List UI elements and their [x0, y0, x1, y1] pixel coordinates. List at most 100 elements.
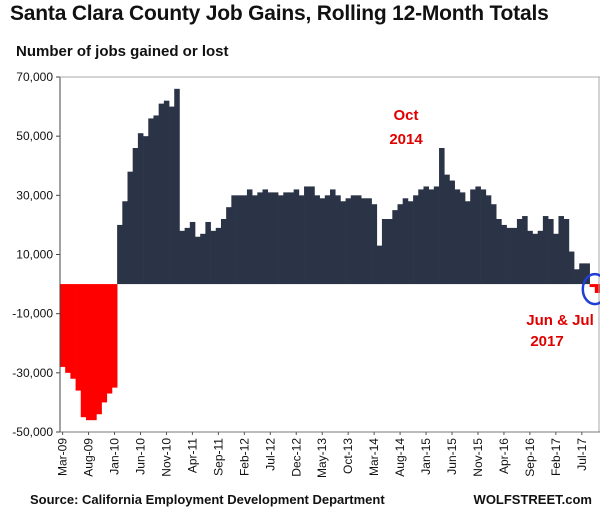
- chart-title: Santa Clara County Job Gains, Rolling 12…: [10, 2, 549, 25]
- bar-positive: [252, 195, 258, 285]
- x-tick-label: Dec-12: [289, 438, 303, 477]
- bar-positive: [132, 148, 139, 285]
- bar-positive: [226, 207, 232, 285]
- bar-positive: [272, 192, 279, 285]
- y-tick-label: 70,000: [16, 70, 53, 84]
- bar-positive: [283, 192, 289, 285]
- bar-positive: [231, 195, 237, 285]
- bar-positive: [309, 186, 315, 285]
- x-tick-label: Apr-11: [185, 438, 199, 473]
- x-tick-label: Jan-15: [419, 438, 433, 475]
- bar-positive: [200, 233, 206, 285]
- bar-positive: [501, 224, 507, 285]
- bar-positive: [418, 189, 424, 285]
- bar-positive: [480, 189, 487, 285]
- bar-positive: [449, 180, 455, 285]
- y-tick-label: -10,000: [12, 307, 53, 321]
- x-tick-label: Apr-16: [497, 438, 511, 474]
- bar-positive: [413, 195, 419, 285]
- bar-positive: [439, 148, 445, 285]
- annotations: Oct 2014 Jun & Jul 2017: [389, 107, 600, 350]
- x-tick-label: Nov-10: [159, 438, 173, 477]
- source-note: Source: California Employment Developmen…: [30, 492, 385, 507]
- bar-positive: [345, 198, 352, 285]
- bar-positive: [563, 219, 570, 285]
- bar-positive: [220, 219, 227, 285]
- bar-positive: [298, 195, 305, 285]
- bar-positive: [195, 236, 201, 285]
- bar-positive: [522, 216, 528, 285]
- bar-positive: [366, 198, 372, 285]
- bar-positive: [387, 219, 393, 285]
- bar-positive: [376, 245, 383, 285]
- bar-negative: [80, 284, 87, 418]
- bar-negative: [589, 284, 596, 288]
- y-tick-label: -50,000: [12, 425, 53, 439]
- highlight-circle: [581, 272, 600, 306]
- bar-positive: [428, 189, 435, 285]
- bar-positive: [579, 263, 585, 285]
- bar-positive: [236, 195, 243, 285]
- bar-positive: [335, 195, 341, 285]
- bar-positive: [267, 192, 274, 285]
- bar-positive: [397, 204, 404, 285]
- bar-negative: [65, 284, 71, 373]
- y-tick-label: 30,000: [16, 188, 53, 202]
- x-tick-label: Jul-12: [263, 438, 277, 471]
- bar-positive: [433, 186, 440, 285]
- bar-positive: [402, 198, 409, 285]
- x-tick-label: Jun-10: [133, 438, 147, 475]
- bar-positive: [137, 133, 144, 285]
- bar-positive: [532, 233, 539, 285]
- bar-positive: [262, 189, 269, 285]
- bar-positive: [542, 216, 549, 285]
- bar-positive: [278, 195, 284, 285]
- bar-positive: [324, 195, 331, 285]
- y-tick-label: 50,000: [16, 129, 53, 143]
- y-tick-labels: 70,000 50,000 30,000 10,000 -10,000 -30,000 -5…: [12, 70, 60, 439]
- bar-positive: [511, 227, 518, 285]
- x-tick-label: Aug-09: [82, 438, 96, 477]
- bar-positive: [548, 219, 554, 285]
- bar-positive: [444, 174, 450, 285]
- bar-negative: [75, 284, 82, 391]
- bar-negative: [70, 284, 76, 379]
- x-tick-label: Mar-09: [56, 438, 70, 476]
- bar-positive: [127, 171, 134, 285]
- bar-positive: [122, 201, 128, 285]
- plot-frame: [59, 76, 600, 433]
- bar-positive: [485, 195, 492, 285]
- bar-negative: [96, 284, 102, 415]
- x-tick-label: Jul-17: [575, 438, 589, 471]
- x-tick-label: Sep-16: [523, 438, 537, 477]
- x-tick-label: Feb-12: [237, 438, 251, 476]
- y-axis-title: Number of jobs gained or lost: [16, 43, 229, 60]
- y-tick-label: -30,000: [12, 366, 53, 380]
- bar-positive: [158, 103, 165, 285]
- bar-positive: [169, 106, 175, 285]
- bar-positive: [148, 118, 154, 285]
- bar-positive: [407, 201, 414, 285]
- bar-positive: [475, 186, 481, 285]
- bar-positive: [361, 198, 367, 285]
- y-tick-label: 10,000: [16, 248, 53, 262]
- bar-positive: [558, 216, 564, 285]
- bar-positive: [246, 189, 253, 285]
- bar-positive: [574, 269, 580, 285]
- bars: [60, 88, 600, 421]
- bar-positive: [117, 224, 123, 285]
- bar-positive: [423, 186, 429, 285]
- bar-positive: [174, 88, 180, 285]
- bar-positive: [153, 115, 159, 285]
- bar-positive: [355, 195, 362, 285]
- bar-positive: [340, 201, 346, 285]
- bar-positive: [553, 233, 559, 285]
- bar-positive: [215, 227, 222, 285]
- bar-positive: [143, 136, 149, 285]
- bar-positive: [537, 230, 544, 285]
- bar-positive: [506, 227, 513, 285]
- bar-positive: [241, 195, 248, 285]
- bar-negative: [91, 284, 97, 421]
- x-tick-label: Feb-17: [549, 438, 563, 476]
